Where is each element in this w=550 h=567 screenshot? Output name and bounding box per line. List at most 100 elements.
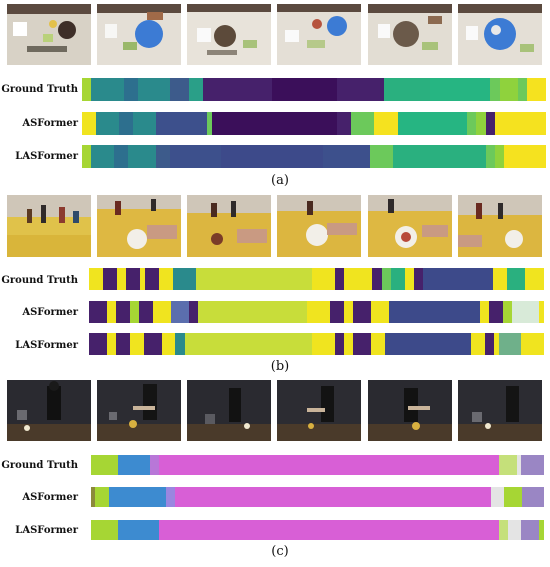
panel-label: (c): [271, 544, 289, 559]
segment: [494, 112, 546, 135]
segment: [207, 112, 213, 135]
row-label: ASFormer: [22, 492, 78, 503]
segment: [381, 268, 392, 290]
segment: [91, 520, 119, 540]
segment: [158, 268, 174, 290]
segment: [129, 333, 145, 355]
frame-b3: [187, 195, 271, 257]
segment: [480, 301, 491, 323]
segment-bar: [91, 520, 544, 540]
segment: [518, 78, 529, 101]
segment: [503, 301, 513, 323]
segment: [352, 333, 372, 355]
segment: [116, 301, 131, 323]
segment: [158, 520, 500, 540]
segment: [344, 268, 373, 290]
frame-c5: [368, 380, 452, 441]
segment: [91, 78, 125, 101]
segment: [384, 333, 472, 355]
frame-a1: [7, 4, 91, 65]
segment: [139, 301, 154, 323]
segment: [133, 112, 157, 135]
panel-label: (b): [270, 359, 290, 374]
segment: [89, 301, 108, 323]
row-label: Ground Truth: [1, 84, 78, 95]
segment: [102, 268, 118, 290]
frame-b4: [277, 195, 361, 257]
row-label: ASFormer: [22, 118, 78, 129]
frame-c6: [458, 380, 542, 441]
row-label: LASFormer: [15, 151, 78, 162]
segment: [161, 333, 177, 355]
segment: [343, 301, 354, 323]
segment: [371, 333, 386, 355]
segment: [128, 145, 157, 168]
segment: [484, 333, 495, 355]
segment: [311, 268, 336, 290]
segment: [175, 487, 492, 507]
segment: [184, 333, 195, 355]
segment: [476, 112, 487, 135]
segment: [512, 301, 541, 323]
segment: [156, 145, 171, 168]
segment: [525, 268, 544, 290]
segment: [507, 520, 523, 540]
segment: [156, 112, 208, 135]
segment: [383, 78, 431, 101]
segment: [404, 268, 415, 290]
segment: [504, 145, 546, 168]
segment: [107, 301, 117, 323]
segment: [490, 487, 505, 507]
segment: [506, 268, 527, 290]
segment: [489, 301, 504, 323]
frame-c4: [277, 380, 361, 441]
segment: [311, 333, 336, 355]
segment: [494, 145, 505, 168]
segment-bar: [89, 268, 544, 290]
segment: [430, 78, 492, 101]
segment: [369, 145, 394, 168]
segment: [91, 455, 119, 475]
segment: [390, 268, 406, 290]
segment: [118, 455, 151, 475]
row-label: ASFormer: [22, 307, 78, 318]
segment: [521, 487, 544, 507]
frame-b6: [458, 195, 542, 257]
frame-c1: [7, 380, 91, 441]
segment: [107, 333, 117, 355]
segment: [82, 78, 92, 101]
segment: [307, 301, 331, 323]
segment: [498, 333, 522, 355]
segment: [170, 145, 222, 168]
segment-bar: [89, 333, 544, 355]
segment: [527, 78, 546, 101]
segment: [158, 455, 500, 475]
segment: [89, 268, 104, 290]
frame-a5: [368, 4, 452, 65]
segment: [172, 268, 197, 290]
segment: [337, 112, 352, 135]
segment: [126, 268, 141, 290]
segment: [498, 455, 518, 475]
segment: [189, 301, 199, 323]
frame-b1: [7, 195, 91, 257]
segment: [392, 145, 487, 168]
segment-bar: [82, 78, 546, 101]
segment-bar: [89, 301, 544, 323]
segment: [504, 487, 523, 507]
segment: [170, 78, 190, 101]
segment: [335, 268, 346, 290]
row-label: Ground Truth: [1, 275, 78, 286]
segment: [490, 78, 501, 101]
segment: [352, 301, 372, 323]
segment: [143, 333, 163, 355]
segment: [334, 333, 345, 355]
segment: [188, 78, 204, 101]
segment: [108, 487, 168, 507]
segment: [198, 301, 309, 323]
segment: [414, 268, 424, 290]
segment: [116, 333, 131, 355]
segment: [521, 455, 544, 475]
segment: [119, 112, 134, 135]
segment: [343, 333, 354, 355]
